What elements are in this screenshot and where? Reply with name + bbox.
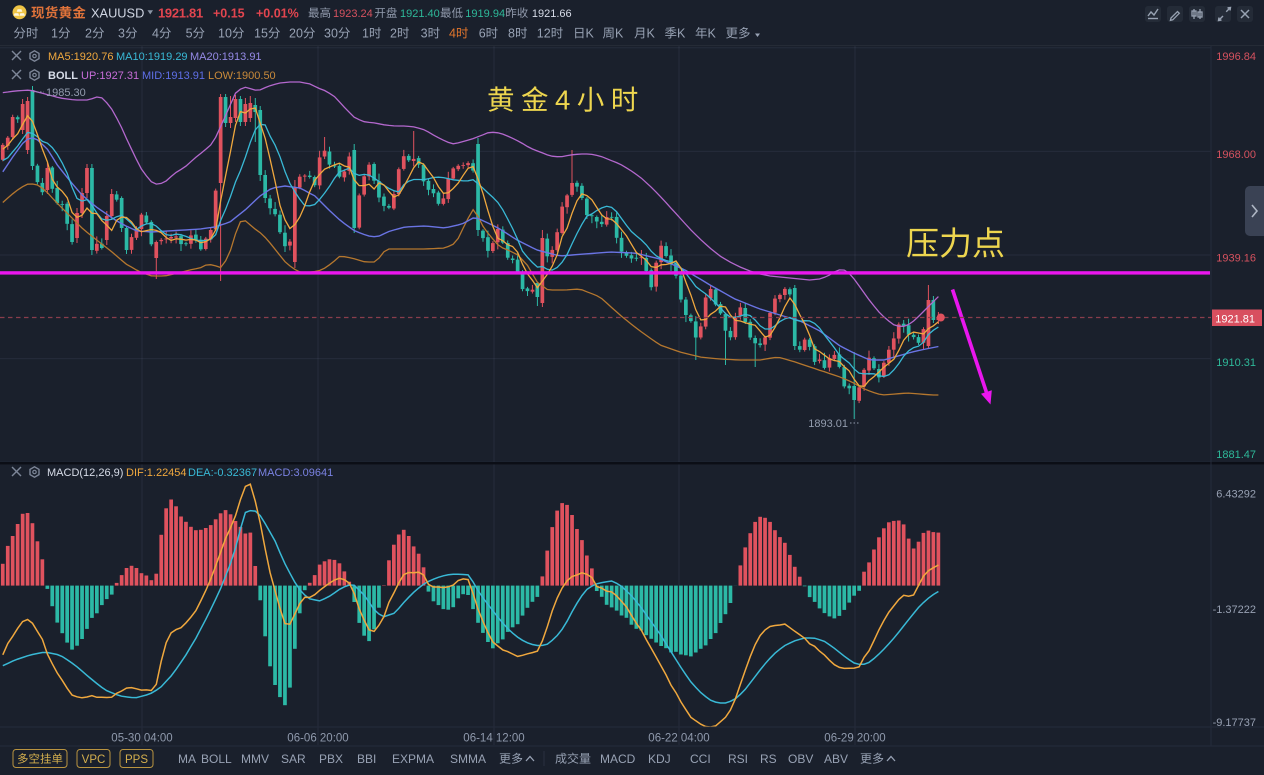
svg-text:RSI: RSI xyxy=(728,752,748,766)
svg-text:DIF:1.22454: DIF:1.22454 xyxy=(126,467,187,479)
svg-text:K: K xyxy=(647,27,656,41)
svg-text:RS: RS xyxy=(760,752,777,766)
svg-text:4: 4 xyxy=(555,85,570,116)
svg-text:1910.31: 1910.31 xyxy=(1216,357,1256,369)
svg-text:1881.47: 1881.47 xyxy=(1216,449,1256,461)
svg-text:1985.30: 1985.30 xyxy=(46,87,86,99)
svg-text:10: 10 xyxy=(218,27,232,41)
svg-text:+0.15: +0.15 xyxy=(213,7,245,21)
svg-text:K: K xyxy=(677,27,686,41)
svg-text:MA20:1913.91: MA20:1913.91 xyxy=(190,51,262,63)
svg-text:-1.37222: -1.37222 xyxy=(1213,604,1256,616)
svg-text:MACD: MACD xyxy=(600,752,636,766)
svg-text:15: 15 xyxy=(254,27,268,41)
svg-text:1919.94: 1919.94 xyxy=(465,8,505,20)
svg-text:4: 4 xyxy=(152,27,159,41)
svg-text:1921.40: 1921.40 xyxy=(400,8,440,20)
svg-text:MID:1913.91: MID:1913.91 xyxy=(142,70,205,82)
svg-text:05-30 04:00: 05-30 04:00 xyxy=(111,733,172,745)
svg-text:EXPMA: EXPMA xyxy=(392,752,434,766)
svg-text:1921.66: 1921.66 xyxy=(532,8,572,20)
svg-text:1921.81: 1921.81 xyxy=(1215,313,1255,325)
svg-text:06-22 04:00: 06-22 04:00 xyxy=(648,733,709,745)
svg-text:06-06 20:00: 06-06 20:00 xyxy=(287,733,348,745)
svg-text:1939.16: 1939.16 xyxy=(1216,253,1256,265)
svg-text:BOLL: BOLL xyxy=(48,70,78,82)
svg-text:06-14 12:00: 06-14 12:00 xyxy=(463,733,524,745)
svg-text:1968.00: 1968.00 xyxy=(1216,149,1256,161)
svg-text:6: 6 xyxy=(479,27,486,41)
svg-text:BBI: BBI xyxy=(357,752,376,766)
svg-text:6.43292: 6.43292 xyxy=(1216,489,1256,501)
svg-text:1923.24: 1923.24 xyxy=(333,8,373,20)
svg-text:+0.01%: +0.01% xyxy=(256,7,299,21)
svg-text:12: 12 xyxy=(537,27,551,41)
svg-text:3: 3 xyxy=(118,27,125,41)
svg-text:CCI: CCI xyxy=(690,752,711,766)
svg-text:UP:1927.31: UP:1927.31 xyxy=(81,70,139,82)
svg-text:VPC: VPC xyxy=(82,754,106,766)
svg-text:MACD:3.09641: MACD:3.09641 xyxy=(258,467,333,479)
svg-text:BOLL: BOLL xyxy=(201,752,232,766)
svg-text:K: K xyxy=(615,27,624,41)
svg-text:1893.01: 1893.01 xyxy=(808,418,848,430)
svg-text:2: 2 xyxy=(85,27,92,41)
svg-text:OBV: OBV xyxy=(788,752,813,766)
svg-text:MA5:1920.76: MA5:1920.76 xyxy=(48,51,113,63)
svg-text:20: 20 xyxy=(289,27,303,41)
svg-text:DEA:-0.32367: DEA:-0.32367 xyxy=(188,467,257,479)
svg-text:1996.84: 1996.84 xyxy=(1216,51,1256,63)
svg-text:MA: MA xyxy=(178,752,196,766)
svg-text:ABV: ABV xyxy=(824,752,848,766)
svg-text:4: 4 xyxy=(449,27,456,41)
svg-text:2: 2 xyxy=(390,27,397,41)
svg-text:K: K xyxy=(586,27,595,41)
svg-text:PBX: PBX xyxy=(319,752,343,766)
svg-text:MA10:1919.29: MA10:1919.29 xyxy=(116,51,188,63)
svg-text:30: 30 xyxy=(324,27,338,41)
svg-text:SMMA: SMMA xyxy=(450,752,486,766)
svg-text:K: K xyxy=(708,27,717,41)
svg-text:06-29 20:00: 06-29 20:00 xyxy=(824,733,885,745)
svg-text:PPS: PPS xyxy=(125,754,148,766)
svg-text:KDJ: KDJ xyxy=(648,752,671,766)
svg-text:1: 1 xyxy=(51,27,58,41)
svg-text:1: 1 xyxy=(362,27,369,41)
svg-text:1921.81: 1921.81 xyxy=(158,6,203,21)
svg-text:XAUUSD: XAUUSD xyxy=(91,6,144,21)
svg-text:LOW:1900.50: LOW:1900.50 xyxy=(208,70,276,82)
svg-text:5: 5 xyxy=(186,27,193,41)
svg-text:3: 3 xyxy=(421,27,428,41)
svg-text:-9.17737: -9.17737 xyxy=(1213,717,1256,729)
svg-text:8: 8 xyxy=(508,27,515,41)
svg-text:MMV: MMV xyxy=(241,752,269,766)
svg-text:MACD(12,26,9): MACD(12,26,9) xyxy=(47,467,123,479)
svg-text:SAR: SAR xyxy=(281,752,306,766)
